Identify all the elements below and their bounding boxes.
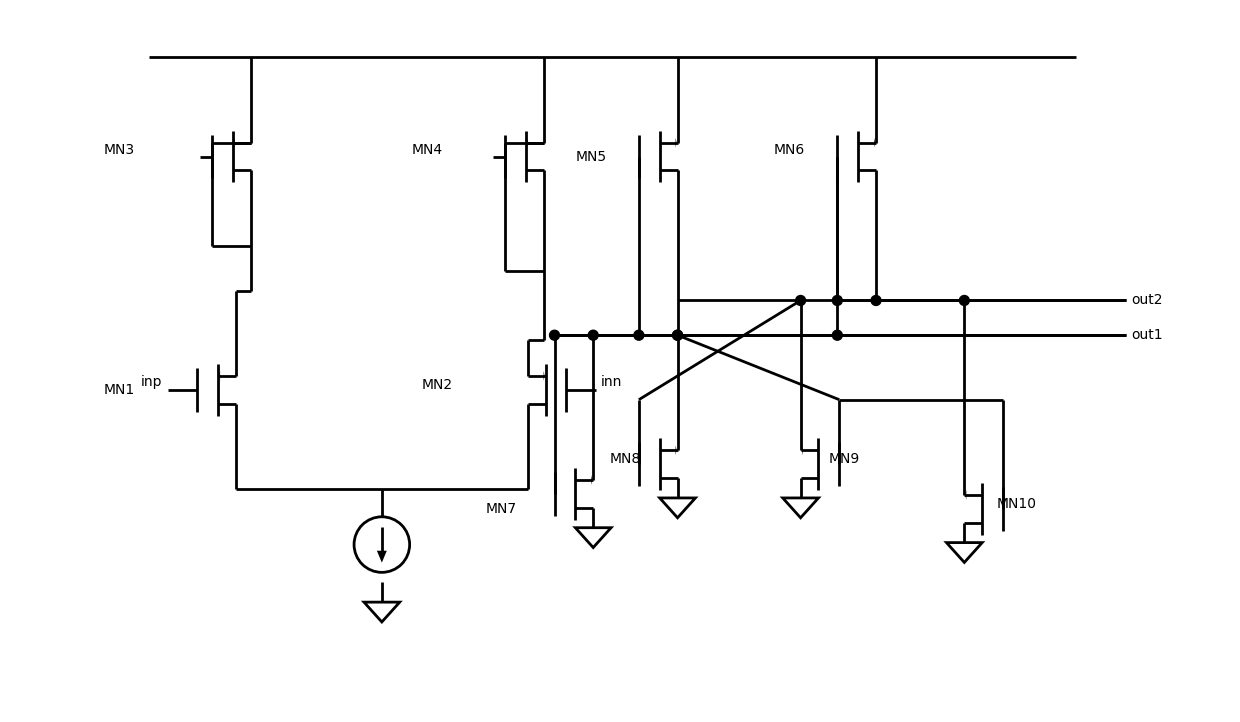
Text: MN10: MN10 bbox=[997, 497, 1037, 511]
Circle shape bbox=[796, 295, 806, 305]
Text: inp: inp bbox=[141, 375, 162, 389]
Text: MN5: MN5 bbox=[575, 149, 606, 164]
Text: out1: out1 bbox=[1131, 329, 1163, 342]
Circle shape bbox=[870, 295, 880, 305]
Text: MN2: MN2 bbox=[422, 378, 453, 392]
Circle shape bbox=[832, 330, 842, 340]
Circle shape bbox=[672, 330, 682, 340]
Text: MN7: MN7 bbox=[486, 502, 517, 516]
Text: out2: out2 bbox=[1131, 293, 1163, 308]
Circle shape bbox=[549, 330, 559, 340]
Text: MN8: MN8 bbox=[610, 452, 641, 466]
Text: MN1: MN1 bbox=[104, 383, 135, 397]
Polygon shape bbox=[377, 551, 387, 562]
Text: MN6: MN6 bbox=[774, 143, 805, 157]
Text: MN4: MN4 bbox=[412, 143, 443, 157]
Text: MN9: MN9 bbox=[828, 452, 859, 466]
Text: MN3: MN3 bbox=[104, 143, 135, 157]
Circle shape bbox=[960, 295, 970, 305]
Circle shape bbox=[588, 330, 598, 340]
Text: inn: inn bbox=[601, 375, 622, 389]
Circle shape bbox=[672, 330, 682, 340]
Circle shape bbox=[634, 330, 644, 340]
Circle shape bbox=[832, 295, 842, 305]
